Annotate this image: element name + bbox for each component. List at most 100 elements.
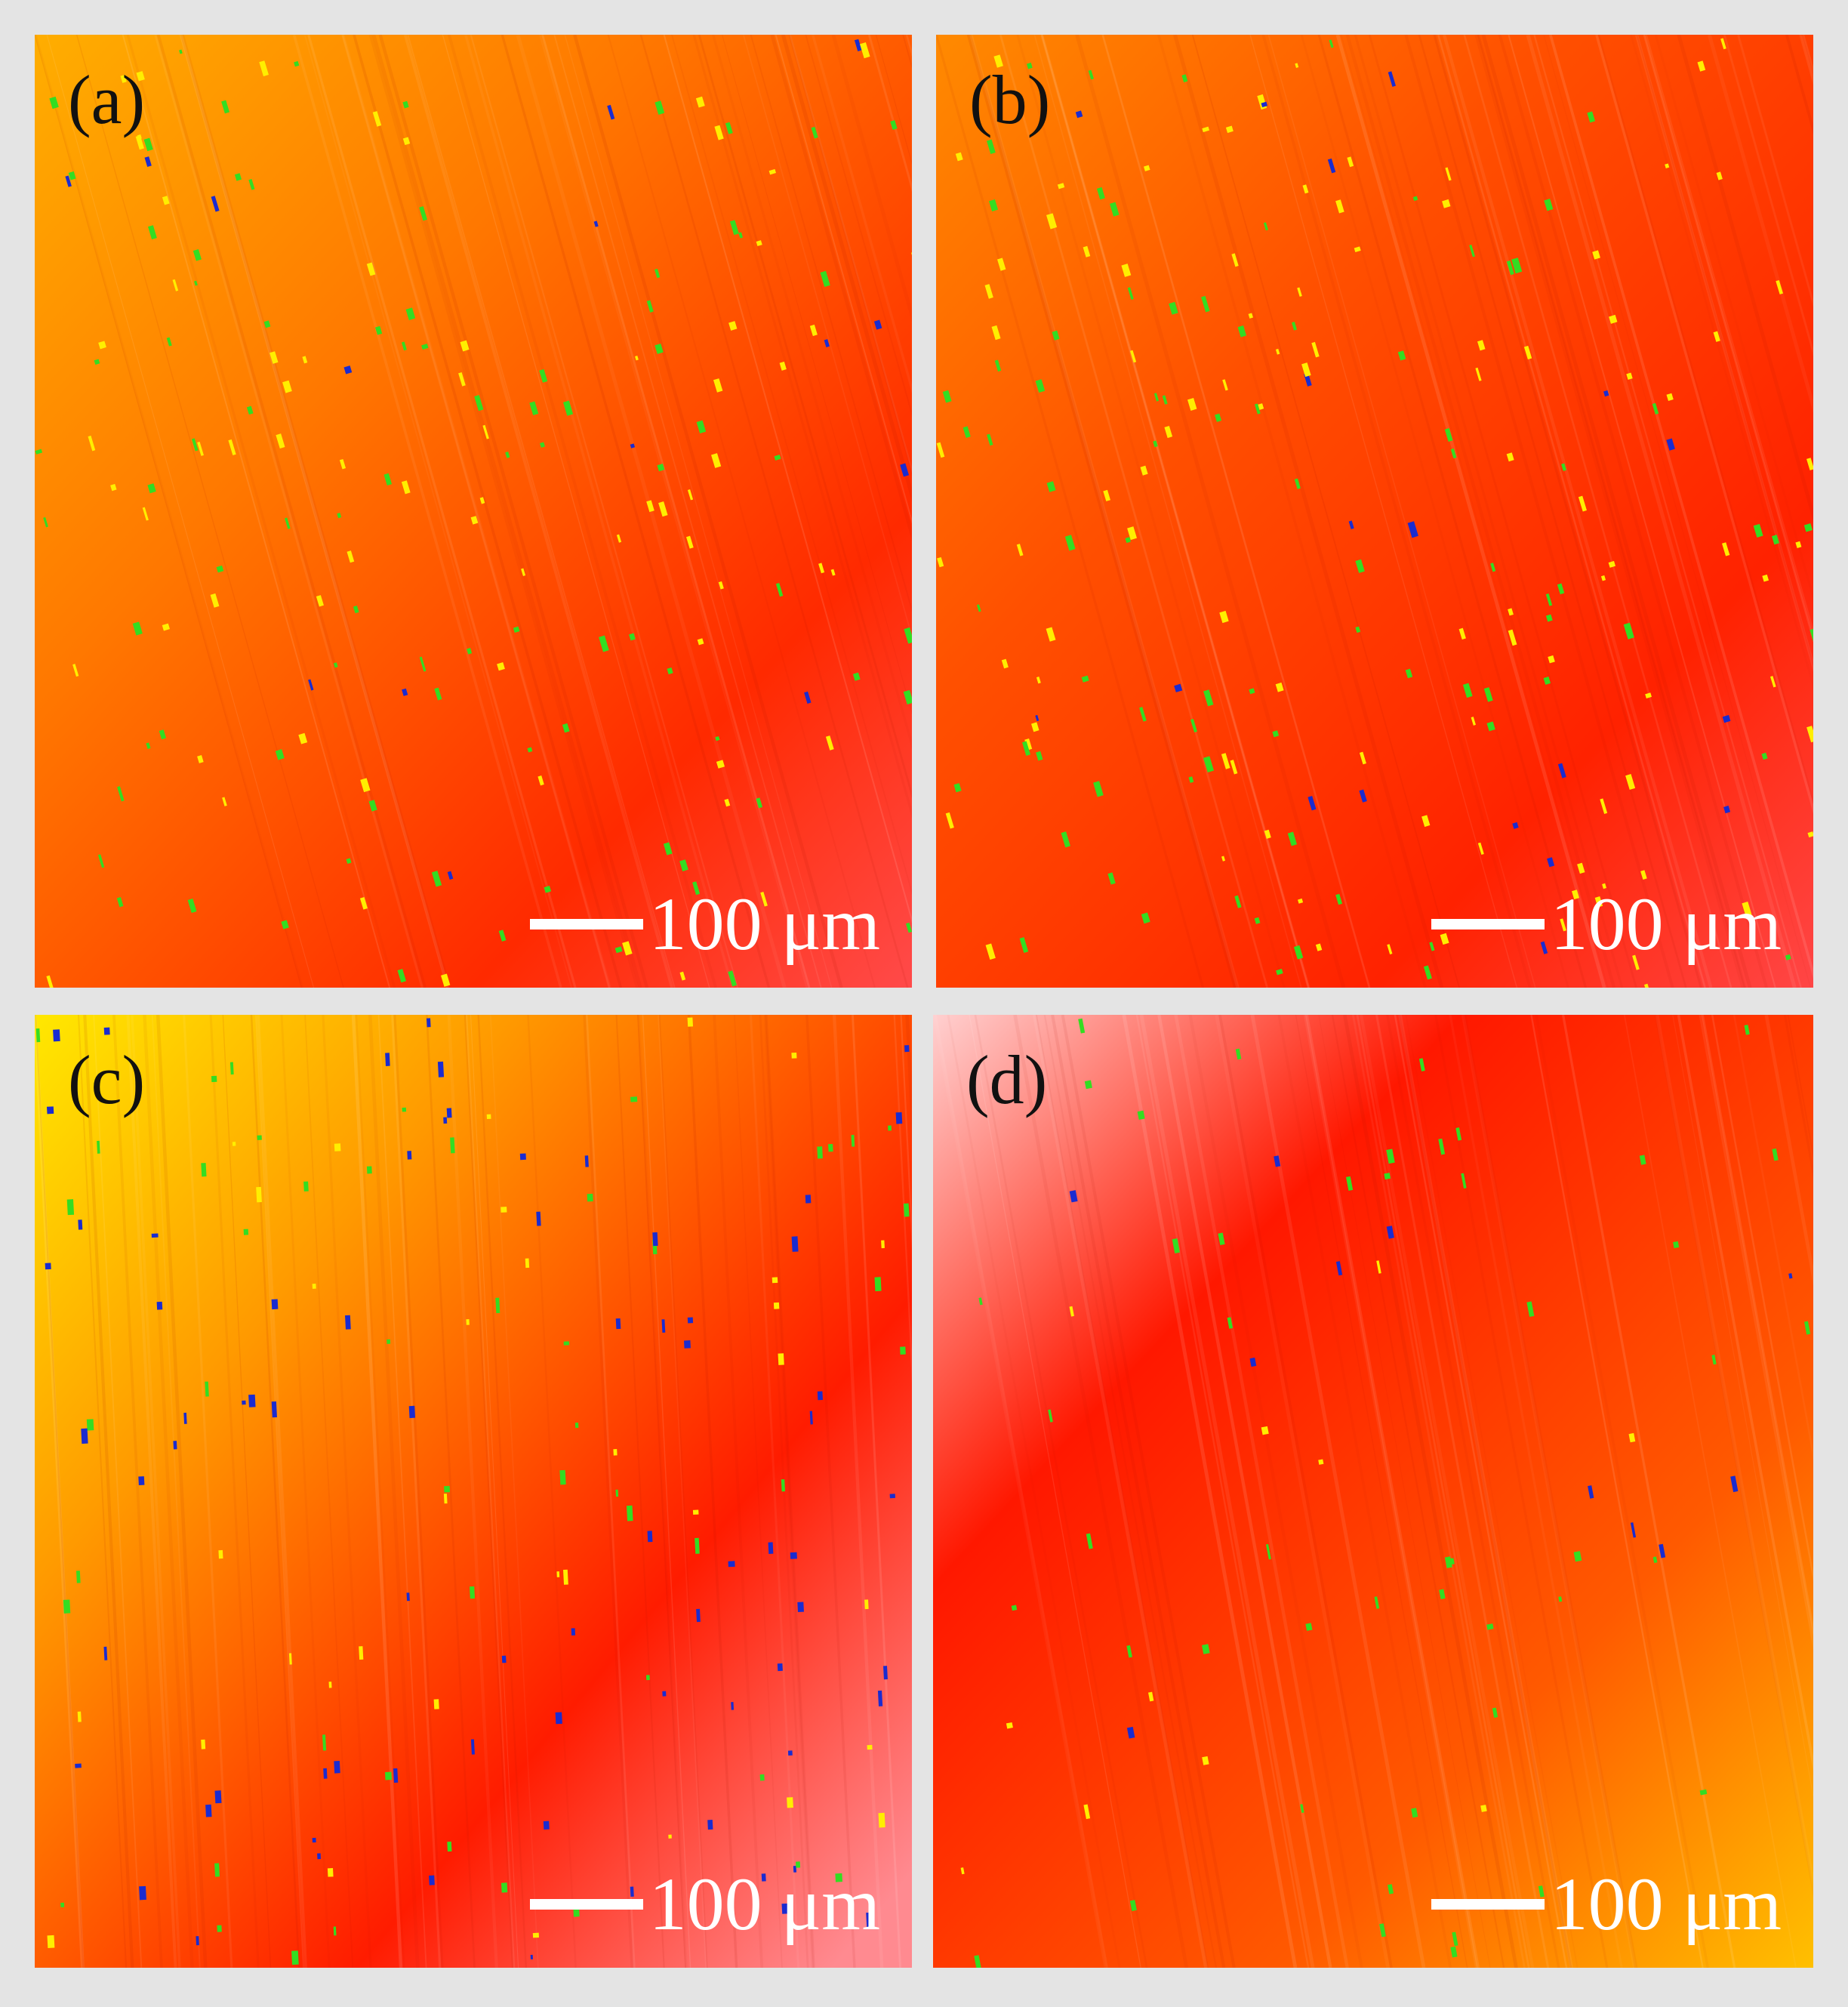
grain-speck (532, 1932, 540, 1938)
grain-speck (537, 775, 544, 786)
grain-speck (824, 339, 830, 347)
grain-speck (1255, 403, 1261, 415)
grain-speck (45, 1262, 51, 1270)
grain-speck (256, 1186, 262, 1203)
grain-speck (63, 1599, 71, 1614)
grain-speck (359, 1646, 364, 1660)
grain-speck (1083, 245, 1091, 257)
grain-speck (1354, 246, 1361, 253)
grain-speck (1164, 425, 1173, 439)
texture-streak (377, 1015, 427, 1968)
texture-streak (637, 1015, 687, 1968)
grain-speck (1234, 895, 1242, 908)
grain-speck (1258, 403, 1264, 410)
texture-streak (1630, 35, 1813, 690)
grain-speck (1699, 1789, 1708, 1796)
grain-speck (1307, 795, 1317, 811)
grain-speck (53, 1029, 60, 1042)
grain-speck (942, 390, 952, 403)
grain-speck (1190, 718, 1197, 732)
grain-speck (1421, 815, 1431, 828)
grain-speck (35, 449, 43, 455)
texture-streak (527, 1015, 577, 1968)
grain-speck (852, 672, 861, 681)
grain-speck (1311, 341, 1320, 358)
grain-speck (756, 240, 762, 247)
grain-speck (1376, 1260, 1381, 1274)
grain-speck (1295, 63, 1299, 68)
grain-speck (402, 137, 411, 146)
grain-speck (1486, 721, 1495, 732)
texture-streak (553, 35, 822, 988)
texture-streak (442, 35, 710, 988)
grain-speck (334, 1761, 340, 1774)
grain-speck (1069, 1306, 1074, 1317)
texture-streak (1461, 1015, 1637, 1968)
texture-streak (368, 35, 639, 988)
texture-streak (355, 1015, 405, 1968)
grain-speck (1561, 463, 1566, 471)
grain-speck (778, 1353, 784, 1365)
texture-streak (1677, 35, 1813, 523)
grain-speck (905, 922, 912, 933)
grain-speck (1770, 676, 1776, 688)
texture-streak (1433, 35, 1702, 988)
grain-speck (805, 1195, 812, 1204)
texture-streak (322, 1015, 372, 1968)
grain-speck (407, 1151, 412, 1160)
grain-speck (1492, 1707, 1498, 1718)
grain-speck (500, 1882, 508, 1893)
grain-speck (584, 1155, 589, 1167)
texture-streak (670, 35, 912, 896)
grain-speck (197, 755, 204, 763)
texture-streak (1218, 1015, 1393, 1968)
grain-speck (1144, 165, 1150, 171)
grain-speck (658, 501, 668, 517)
texture-streak (1654, 35, 1813, 603)
grain-speck (1121, 264, 1132, 277)
texture-streak (426, 1015, 476, 1968)
grain-speck (1231, 253, 1239, 267)
texture-streak (636, 1015, 688, 1968)
grain-speck (343, 365, 353, 375)
grain-speck (1249, 1357, 1257, 1367)
texture-streak (1597, 35, 1813, 805)
grain-speck (1444, 428, 1453, 442)
texture-streak (307, 35, 577, 988)
texture-streak (1634, 35, 1813, 672)
grain-speck (103, 1027, 110, 1035)
grain-speck (728, 1561, 735, 1568)
texture-streak (77, 1015, 128, 1968)
grain-speck (1300, 1804, 1304, 1813)
grain-speck (120, 75, 127, 83)
grain-speck (627, 1505, 633, 1521)
grain-speck (75, 1763, 82, 1768)
scale-bar-text: 100 μm (1550, 1862, 1782, 1946)
grain-speck (1508, 608, 1514, 616)
texture-streak (151, 1015, 201, 1968)
grain-speck (81, 1428, 88, 1444)
grain-speck (1557, 583, 1565, 595)
grain-speck (791, 1052, 797, 1059)
texture-streak (122, 35, 391, 988)
grain-speck (346, 858, 352, 865)
grain-speck (729, 220, 739, 236)
grain-speck (774, 455, 781, 461)
texture-streak (541, 35, 811, 988)
grain-speck (614, 946, 623, 954)
grain-speck (1096, 187, 1105, 200)
texture-streak (464, 35, 734, 988)
grain-speck (166, 337, 172, 347)
grain-speck (991, 325, 1001, 341)
grain-speck (497, 662, 505, 671)
grain-speck (103, 1646, 108, 1660)
texture-streak (46, 35, 315, 988)
grain-speck (667, 667, 673, 675)
grain-speck (1716, 171, 1723, 180)
texture-streak (304, 1015, 354, 1968)
grain-speck (205, 1381, 209, 1397)
grain-speck (1126, 1645, 1132, 1658)
grain-speck (505, 452, 510, 458)
grain-speck (271, 1401, 277, 1418)
texture-streak (222, 1015, 272, 1968)
